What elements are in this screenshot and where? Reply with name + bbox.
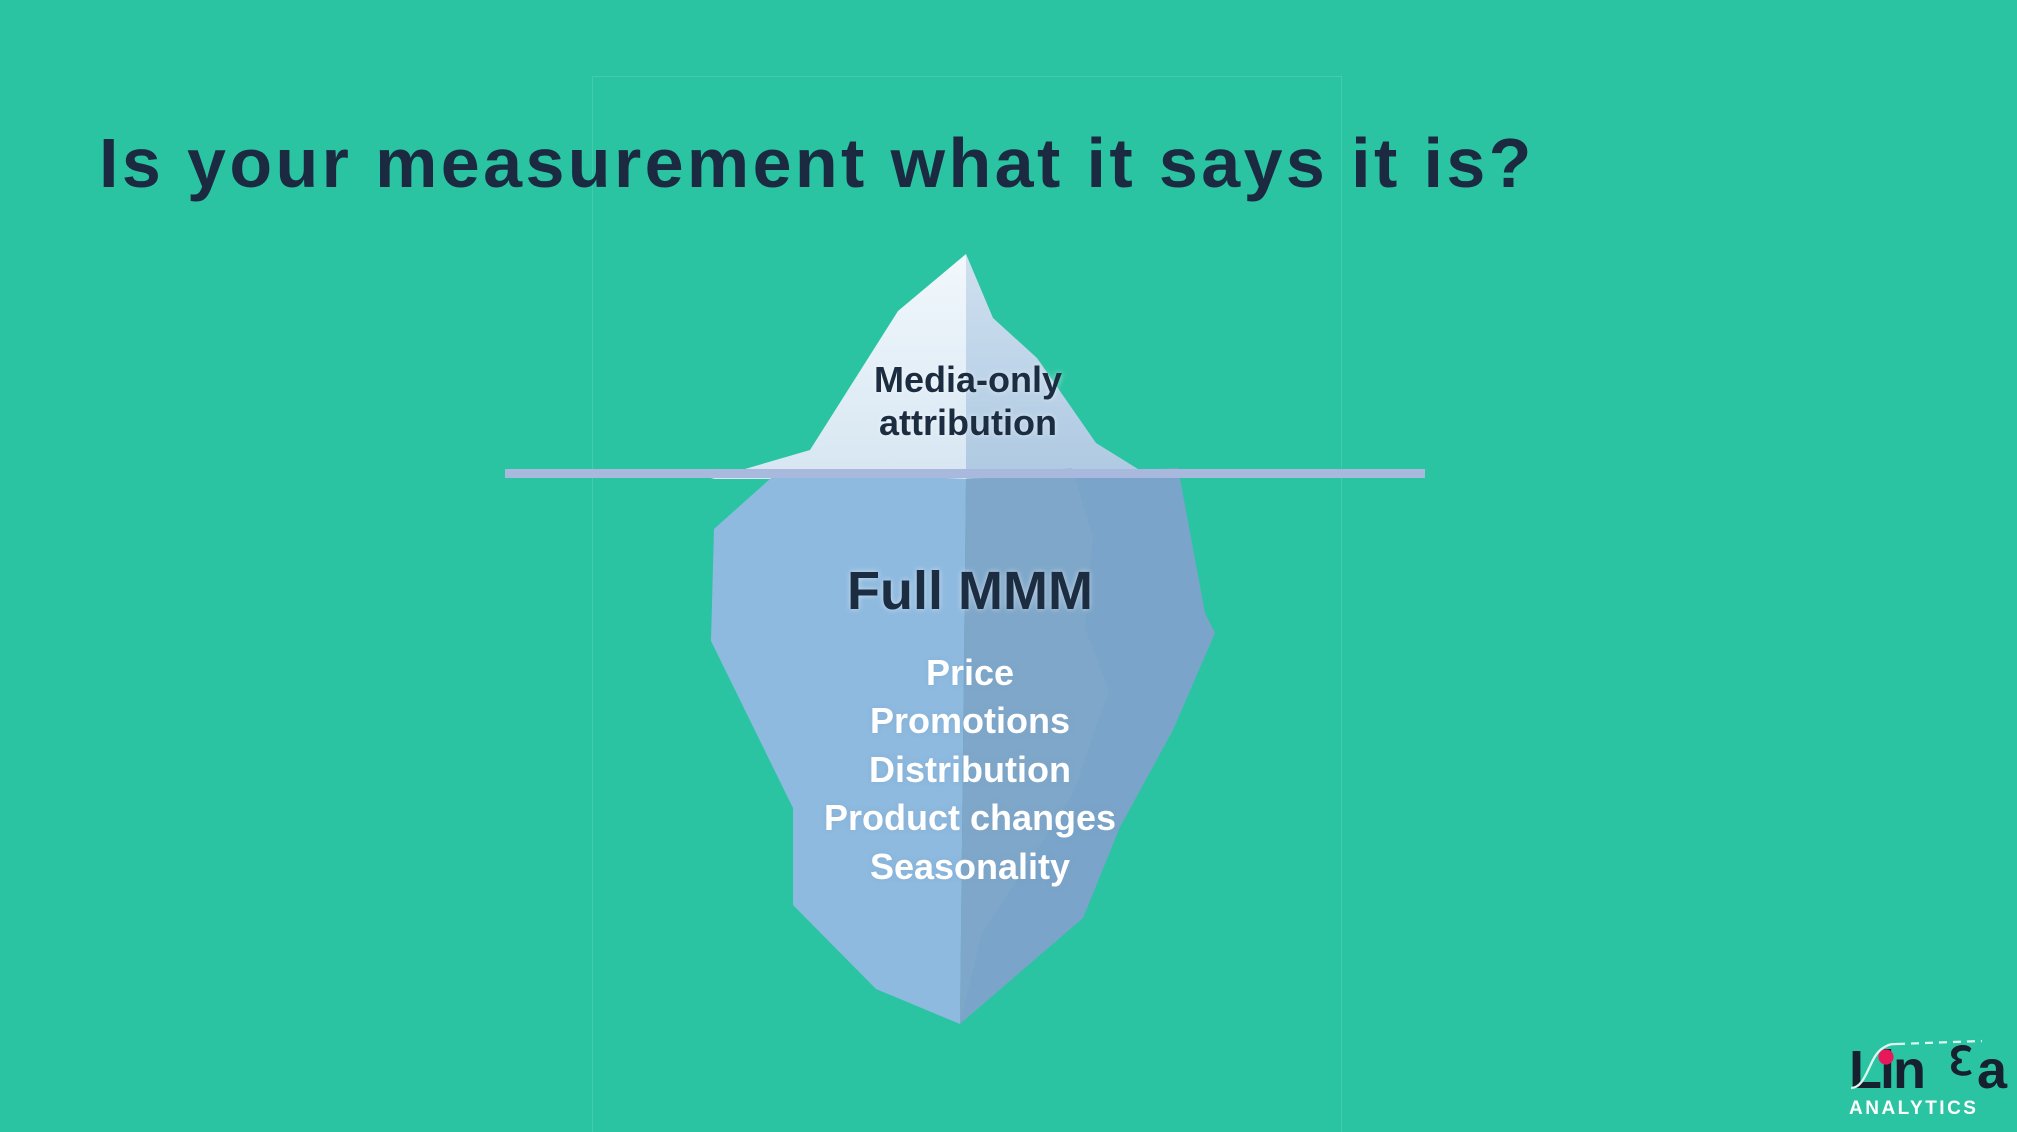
svg-text:Lin: Lin — [1849, 1040, 1924, 1100]
svg-text:ANALYTICS: ANALYTICS — [1849, 1098, 1978, 1119]
svg-text:a: a — [1977, 1040, 2008, 1100]
